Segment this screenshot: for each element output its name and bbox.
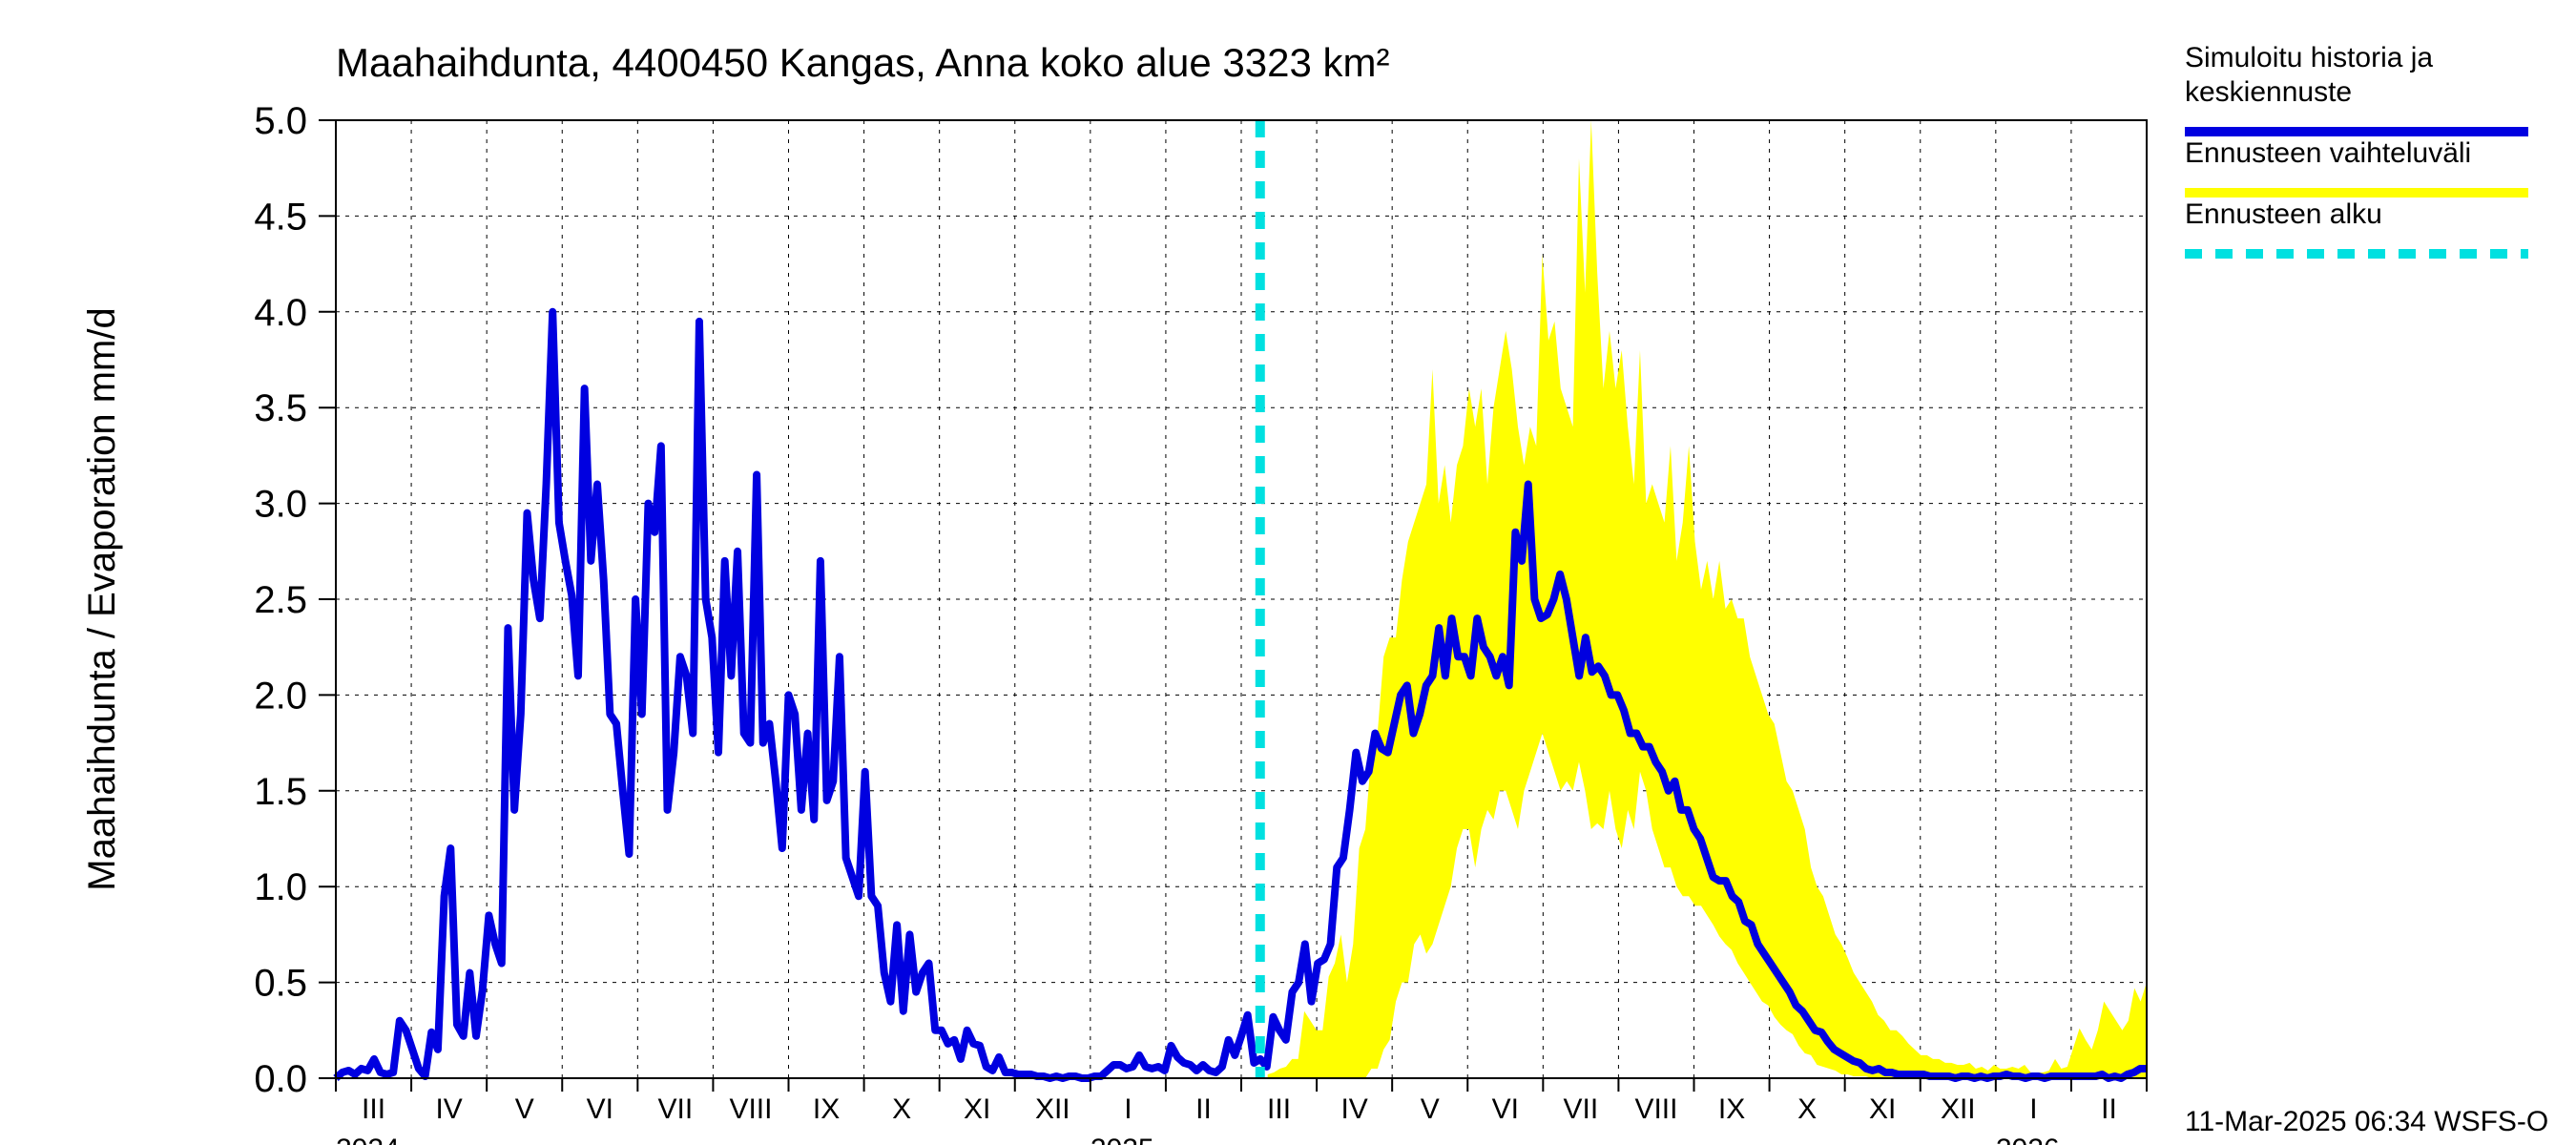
svg-text:XII: XII xyxy=(1035,1093,1070,1125)
svg-text:VII: VII xyxy=(1564,1093,1599,1125)
svg-text:X: X xyxy=(892,1093,911,1125)
svg-text:Ennusteen vaihteluväli: Ennusteen vaihteluväli xyxy=(2185,137,2471,169)
svg-text:Ennusteen alku: Ennusteen alku xyxy=(2185,198,2382,230)
svg-text:IV: IV xyxy=(435,1093,462,1125)
svg-text:1.0: 1.0 xyxy=(254,866,307,908)
svg-text:2026: 2026 xyxy=(1996,1134,2060,1145)
svg-text:4.0: 4.0 xyxy=(254,292,307,334)
svg-text:II: II xyxy=(1195,1093,1212,1125)
svg-text:IX: IX xyxy=(813,1093,840,1125)
svg-text:Simuloitu historia ja: Simuloitu historia ja xyxy=(2185,42,2433,73)
svg-text:0.0: 0.0 xyxy=(254,1058,307,1100)
footer-timestamp: 11-Mar-2025 06:34 WSFS-O xyxy=(2185,1106,2548,1137)
svg-text:X: X xyxy=(1797,1093,1817,1125)
svg-text:V: V xyxy=(1421,1093,1440,1125)
svg-text:III: III xyxy=(1267,1093,1291,1125)
svg-text:2024: 2024 xyxy=(336,1134,400,1145)
svg-text:VI: VI xyxy=(1492,1093,1519,1125)
svg-text:2.5: 2.5 xyxy=(254,579,307,621)
svg-text:1.5: 1.5 xyxy=(254,771,307,813)
svg-text:3.0: 3.0 xyxy=(254,484,307,526)
svg-text:0.5: 0.5 xyxy=(254,963,307,1005)
svg-text:VII: VII xyxy=(658,1093,694,1125)
svg-text:III: III xyxy=(362,1093,385,1125)
svg-text:keskiennuste: keskiennuste xyxy=(2185,76,2352,108)
chart-container: 0.00.51.01.52.02.53.03.54.04.55.0IIIIVVV… xyxy=(0,0,2576,1145)
svg-text:XII: XII xyxy=(1941,1093,1976,1125)
chart-svg: 0.00.51.01.52.02.53.03.54.04.55.0IIIIVVV… xyxy=(0,0,2576,1145)
svg-text:IX: IX xyxy=(1718,1093,1745,1125)
chart-title: Maahaihdunta, 4400450 Kangas, Anna koko … xyxy=(336,40,1390,85)
y-axis-label: Maahaihdunta / Evaporation mm/d xyxy=(81,307,123,890)
svg-text:VIII: VIII xyxy=(729,1093,772,1125)
svg-text:5.0: 5.0 xyxy=(254,100,307,142)
svg-text:VI: VI xyxy=(587,1093,613,1125)
svg-text:I: I xyxy=(1124,1093,1132,1125)
svg-text:XI: XI xyxy=(964,1093,990,1125)
svg-text:4.5: 4.5 xyxy=(254,196,307,238)
svg-text:XI: XI xyxy=(1869,1093,1896,1125)
svg-text:I: I xyxy=(2029,1093,2037,1125)
svg-text:2025: 2025 xyxy=(1091,1134,1154,1145)
svg-text:3.5: 3.5 xyxy=(254,387,307,429)
svg-text:II: II xyxy=(2101,1093,2117,1125)
svg-text:IV: IV xyxy=(1340,1093,1367,1125)
svg-text:2.0: 2.0 xyxy=(254,675,307,717)
svg-text:VIII: VIII xyxy=(1634,1093,1677,1125)
svg-text:V: V xyxy=(515,1093,534,1125)
